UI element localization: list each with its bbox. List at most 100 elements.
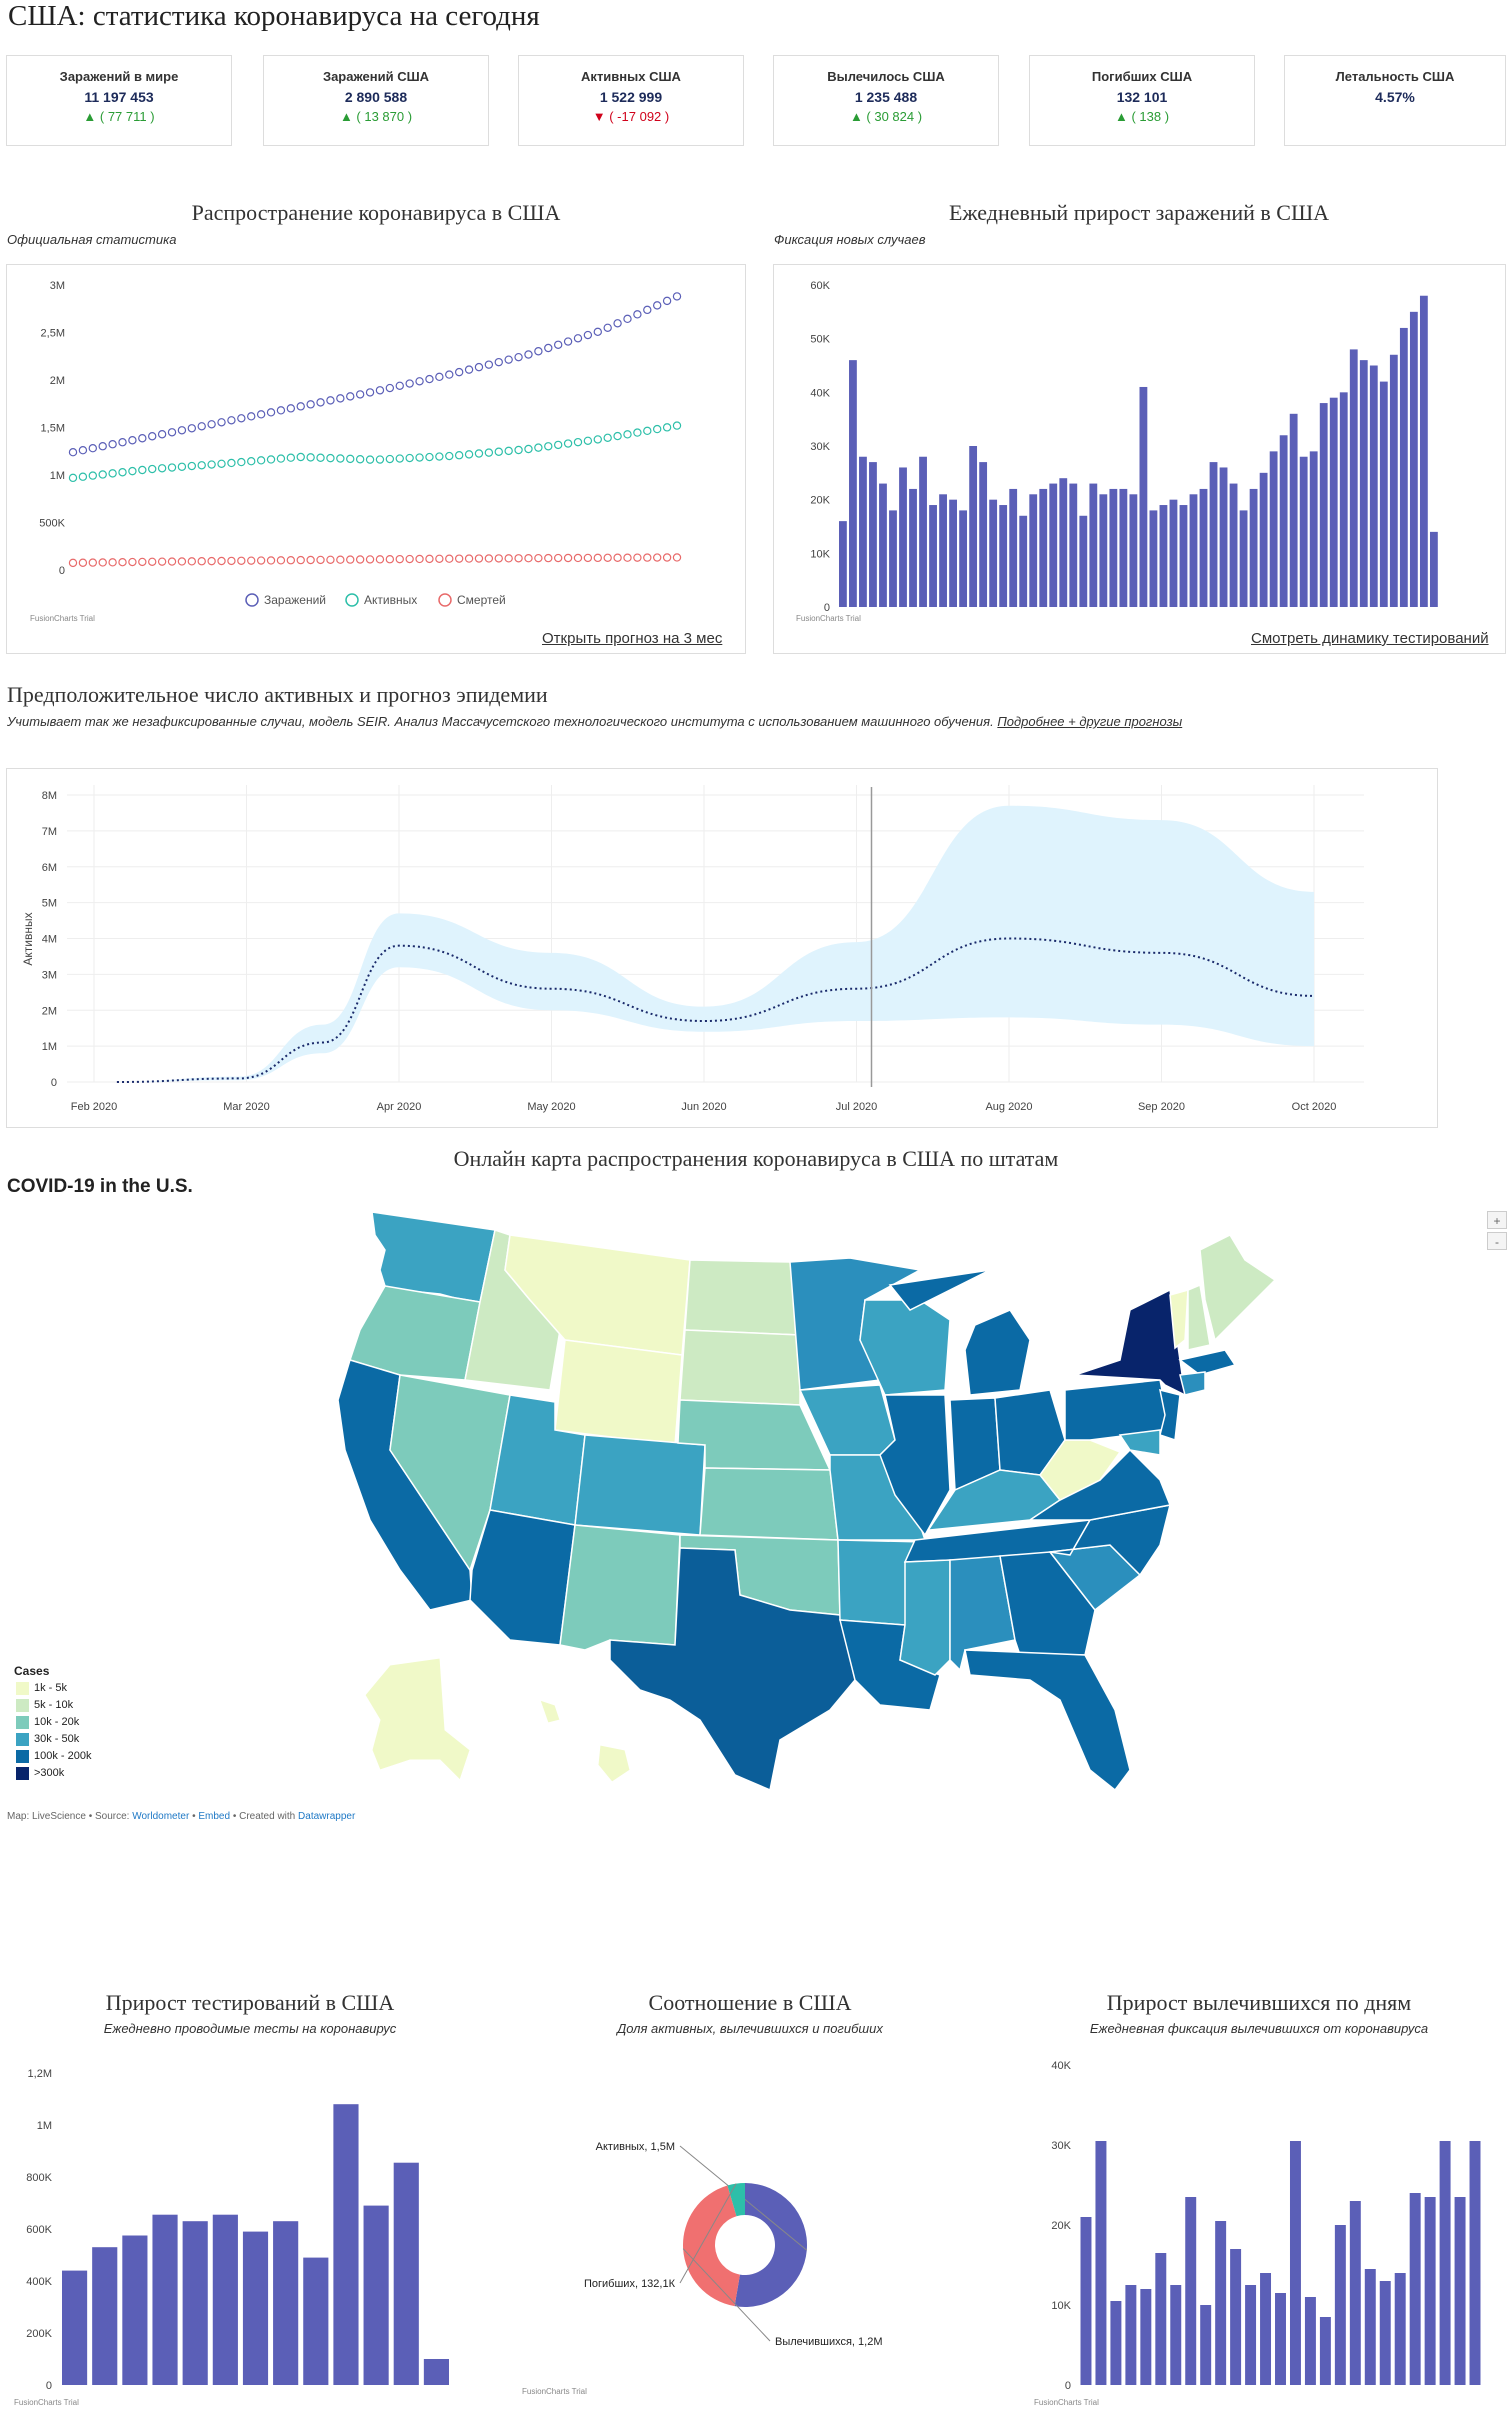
forecast-area-chart: Feb 2020 Mar 2020 Apr 2020 May 2020 Jun 2020…	[21, 785, 1364, 1113]
state-maine[interactable]	[1199, 1234, 1277, 1342]
data-point	[445, 451, 454, 461]
bar	[333, 2104, 359, 2385]
y-tick-label: 1M	[50, 470, 65, 482]
bar	[1289, 2141, 1301, 2385]
fusioncharts-trial: FusionCharts Trial	[14, 2398, 79, 2407]
bar	[1109, 488, 1118, 607]
state-colorado[interactable]	[574, 1434, 706, 1536]
data-point	[415, 377, 424, 386]
bar	[1279, 435, 1288, 607]
state-illinois[interactable]	[879, 1394, 951, 1537]
bar	[939, 494, 947, 607]
data-point	[266, 556, 276, 565]
map-legend-title: Cases	[14, 1664, 50, 1678]
state-south-dakota[interactable]	[679, 1329, 801, 1406]
data-point	[405, 554, 414, 564]
state-wyoming[interactable]	[554, 1339, 683, 1446]
state-massachusetts[interactable]	[1178, 1349, 1237, 1376]
y-tick-label: 20K	[810, 495, 830, 507]
data-point	[385, 555, 395, 564]
data-point	[128, 557, 137, 567]
bar	[1200, 2305, 1212, 2385]
donut-slice	[683, 2185, 740, 2307]
state-nevada[interactable]	[389, 1374, 511, 1572]
data-point	[514, 445, 523, 455]
state-new-jersey[interactable]	[1159, 1388, 1181, 1442]
state-kansas[interactable]	[699, 1467, 839, 1541]
data-point	[227, 556, 236, 566]
y-tick-label: 10K	[810, 548, 830, 560]
data-point	[385, 383, 395, 393]
x-tick-label: May 2020	[527, 1101, 575, 1113]
state-north-dakota[interactable]	[684, 1259, 801, 1336]
state-vermont[interactable]	[1169, 1288, 1189, 1350]
state-new-mexico[interactable]	[559, 1524, 681, 1651]
state-michigan[interactable]	[888, 1269, 1031, 1396]
slice-label: Активных, 1,5М	[596, 2141, 675, 2153]
state-new-york[interactable]	[1074, 1288, 1186, 1397]
data-point	[197, 422, 206, 431]
data-point	[405, 453, 414, 463]
data-point	[148, 432, 157, 441]
legend-marker	[438, 593, 452, 607]
data-point	[197, 557, 206, 566]
y-tick-label: 20K	[1051, 2220, 1071, 2232]
tests-bar-chart: 0 200K 400K 600K 800K 1M 1,2M	[26, 2068, 449, 2392]
state-connecticut[interactable]	[1179, 1371, 1206, 1396]
bar	[1189, 494, 1198, 607]
forecast-3-months-link[interactable]: Открыть прогноз на 3 мес	[542, 630, 723, 647]
state-new-hampshire[interactable]	[1187, 1283, 1211, 1351]
state-mississippi[interactable]	[899, 1559, 951, 1676]
data-point	[138, 434, 147, 443]
bar	[1089, 483, 1098, 607]
legend-swatch	[16, 1698, 29, 1712]
state-florida[interactable]	[964, 1649, 1131, 1792]
x-tick-label: Mar 2020	[223, 1101, 269, 1113]
data-point	[326, 555, 335, 565]
tests-chart-title: Прирост тестирований в США	[105, 1990, 395, 2015]
data-point	[78, 446, 88, 455]
data-point	[197, 461, 206, 470]
bar	[899, 467, 907, 607]
data-point	[425, 554, 434, 564]
datawrapper-link[interactable]: Datawrapper	[298, 1811, 356, 1822]
bar	[1304, 2297, 1316, 2385]
x-tick-label: Sep 2020	[1138, 1101, 1185, 1113]
state-maryland[interactable]	[1118, 1429, 1161, 1456]
map-legend-item: 5k - 10k	[16, 1698, 73, 1713]
data-point	[306, 555, 315, 565]
data-point	[652, 301, 662, 310]
bar	[999, 505, 1008, 607]
state-texas[interactable]	[609, 1547, 856, 1792]
map-zoom-out-button[interactable]: -	[1487, 1232, 1507, 1250]
data-point	[643, 305, 652, 315]
state-hawaii[interactable]	[539, 1699, 631, 1783]
embed-link[interactable]: Embed	[198, 1811, 231, 1822]
bar	[1359, 360, 1368, 607]
bar	[1229, 483, 1238, 607]
data-point	[484, 360, 494, 369]
legend-label: >300k	[34, 1767, 65, 1779]
state-alaska[interactable]	[364, 1657, 471, 1781]
state-arizona[interactable]	[469, 1509, 576, 1646]
spread-chart-title: Распространение коронавируса в США	[191, 200, 561, 225]
bar	[989, 499, 998, 607]
spread-chart-panel: 0 500K 1M 1,5M 2M 2,5M 3M Заражений Активных Смер…	[6, 264, 746, 654]
bar	[1129, 494, 1138, 607]
y-tick-label: 1,5M	[41, 423, 65, 435]
map-zoom-in-button[interactable]: +	[1487, 1211, 1507, 1229]
testing-dynamics-link[interactable]: Смотреть динамику тестирований	[1251, 630, 1489, 647]
recovered-chart-subtitle: Ежедневная фиксация вылечившихся от коро…	[1089, 2021, 1429, 2036]
data-point	[237, 457, 246, 467]
data-point	[375, 455, 385, 464]
stat-card-us-deaths: Погибших США 132 101 ▲ ( 138 )	[1029, 55, 1255, 146]
data-point	[108, 440, 117, 449]
worldometer-link[interactable]: Worldometer	[132, 1811, 190, 1822]
forecast-more-link[interactable]: Подробнее + другие прогнозы	[997, 714, 1183, 729]
legend-swatch	[16, 1749, 29, 1763]
data-point	[167, 557, 177, 566]
data-point	[484, 554, 494, 563]
y-tick-label: 600K	[26, 2224, 52, 2236]
bar	[1339, 392, 1348, 607]
page-title: США: статистика коронавируса на сегодня	[8, 0, 540, 32]
